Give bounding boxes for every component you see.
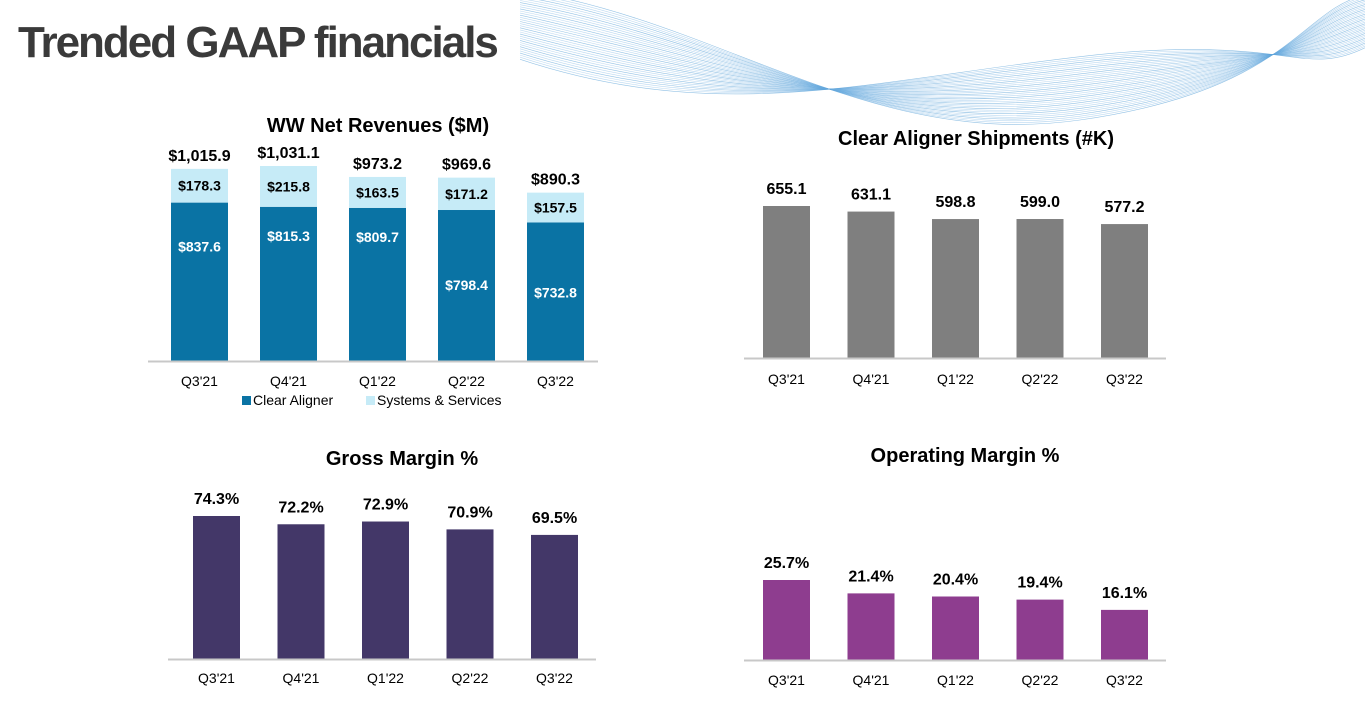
revenues-x-tick: Q3'21 — [181, 373, 218, 389]
operating-margin-value-label: 20.4% — [933, 571, 978, 588]
shipments-value-label: 655.1 — [766, 181, 806, 198]
revenues-segment-label: $837.6 — [178, 239, 221, 255]
gross-margin-title: Gross Margin % — [326, 448, 478, 470]
shipments-value-label: 598.8 — [935, 194, 975, 211]
shipments-x-tick: Q3'22 — [1106, 371, 1143, 387]
revenues-bar-systems-services — [349, 176, 406, 208]
gross-margin-bar — [362, 521, 409, 659]
wave-decoration — [520, 0, 1365, 125]
revenues-bar-clear-aligner — [260, 206, 317, 361]
revenues-chart: WW Net Revenues ($M) $837.6 $178.3 $1,015.9… — [148, 115, 598, 408]
legend-label: Clear Aligner — [253, 392, 333, 408]
revenues-bar-systems-services — [438, 177, 495, 211]
shipments-bar — [1101, 224, 1148, 358]
revenues-total-label: $973.2 — [353, 156, 402, 173]
operating-margin-value-label: 25.7% — [764, 555, 809, 572]
operating-margin-x-tick: Q3'21 — [768, 672, 805, 688]
shipments-x-tick: Q3'21 — [768, 371, 805, 387]
operating-margin-x-tick: Q2'22 — [1022, 672, 1059, 688]
gross-margin-bar — [446, 529, 494, 659]
gross-margin-value-label: 72.9% — [363, 497, 408, 514]
operating-margin-value-label: 21.4% — [848, 568, 893, 585]
gross-margin-bar — [531, 534, 578, 659]
operating-margin-chart: Operating Margin % 25.7% Q3'21 21.4% Q4'21 20… — [744, 445, 1166, 688]
revenues-segment-label: $798.4 — [445, 277, 488, 293]
operating-margin-bar — [763, 580, 810, 660]
gross-margin-value-label: 74.3% — [194, 491, 239, 508]
gross-margin-x-tick: Q1'22 — [367, 670, 404, 686]
revenues-legend: Clear Aligner Systems & Services — [242, 392, 501, 408]
revenues-bar-systems-services — [260, 166, 317, 207]
operating-margin-value-label: 19.4% — [1017, 575, 1062, 592]
revenues-x-tick: Q3'22 — [537, 373, 574, 389]
legend-label: Systems & Services — [377, 392, 501, 408]
revenues-x-tick: Q2'22 — [448, 373, 485, 389]
revenues-bar-clear-aligner — [349, 207, 406, 361]
revenues-total-label: $1,015.9 — [168, 148, 230, 165]
gross-margin-x-tick: Q3'21 — [198, 670, 235, 686]
gross-margin-value-label: 72.2% — [278, 499, 323, 516]
shipments-bar — [763, 206, 810, 358]
revenues-segment-label: $163.5 — [356, 184, 399, 200]
shipments-x-tick: Q2'22 — [1022, 371, 1059, 387]
legend-swatch — [242, 396, 251, 405]
operating-margin-bar — [1016, 599, 1064, 660]
shipments-title: Clear Aligner Shipments (#K) — [838, 128, 1114, 150]
revenues-segment-label: $157.5 — [534, 200, 577, 216]
shipments-value-label: 577.2 — [1104, 199, 1144, 216]
gross-margin-chart: Gross Margin % 74.3% Q3'21 72.2% Q4'21 72.9% Q… — [168, 448, 596, 686]
revenues-bar-systems-services — [171, 168, 228, 203]
gross-margin-bar — [277, 524, 325, 659]
revenues-segment-label: $815.3 — [267, 228, 310, 244]
gross-margin-x-tick: Q4'21 — [283, 670, 320, 686]
shipments-bar — [847, 211, 895, 358]
revenues-x-tick: Q1'22 — [359, 373, 396, 389]
shipments-bar — [932, 219, 979, 358]
revenues-segment-label: $171.2 — [445, 186, 488, 202]
operating-margin-x-tick: Q3'22 — [1106, 672, 1143, 688]
revenues-bar-clear-aligner — [438, 210, 495, 361]
revenues-title: WW Net Revenues ($M) — [267, 115, 489, 137]
gross-margin-value-label: 70.9% — [447, 504, 492, 521]
shipments-value-label: 631.1 — [851, 187, 891, 204]
revenues-segment-label: $178.3 — [178, 178, 221, 194]
revenues-total-label: $969.6 — [442, 157, 491, 174]
revenues-segment-label: $215.8 — [267, 178, 310, 194]
operating-margin-x-tick: Q1'22 — [937, 672, 974, 688]
shipments-x-tick: Q1'22 — [937, 371, 974, 387]
gross-margin-bar — [193, 516, 240, 659]
revenues-x-tick: Q4'21 — [270, 373, 307, 389]
operating-margin-bar — [847, 593, 895, 660]
revenues-bar-clear-aligner — [527, 222, 584, 361]
gross-margin-value-label: 69.5% — [532, 510, 577, 527]
operating-margin-value-label: 16.1% — [1102, 585, 1147, 602]
operating-margin-title: Operating Margin % — [871, 445, 1060, 467]
page-title: Trended GAAP financials — [18, 18, 499, 67]
operating-margin-bar — [932, 596, 979, 660]
revenues-bar-clear-aligner — [171, 202, 228, 361]
revenues-total-label: $1,031.1 — [257, 145, 319, 162]
operating-margin-x-tick: Q4'21 — [853, 672, 890, 688]
shipments-bar — [1016, 219, 1064, 358]
shipments-value-label: 599.0 — [1020, 194, 1060, 211]
revenues-segment-label: $732.8 — [534, 284, 577, 300]
revenues-bar-systems-services — [527, 192, 584, 223]
shipments-chart: Clear Aligner Shipments (#K) 655.1 Q3'21 63… — [744, 128, 1166, 387]
gross-margin-x-tick: Q2'22 — [452, 670, 489, 686]
revenues-total-label: $890.3 — [531, 172, 580, 189]
gross-margin-x-tick: Q3'22 — [536, 670, 573, 686]
legend-swatch — [366, 396, 375, 405]
shipments-x-tick: Q4'21 — [853, 371, 890, 387]
revenues-segment-label: $809.7 — [356, 229, 399, 245]
operating-margin-bar — [1101, 609, 1148, 660]
